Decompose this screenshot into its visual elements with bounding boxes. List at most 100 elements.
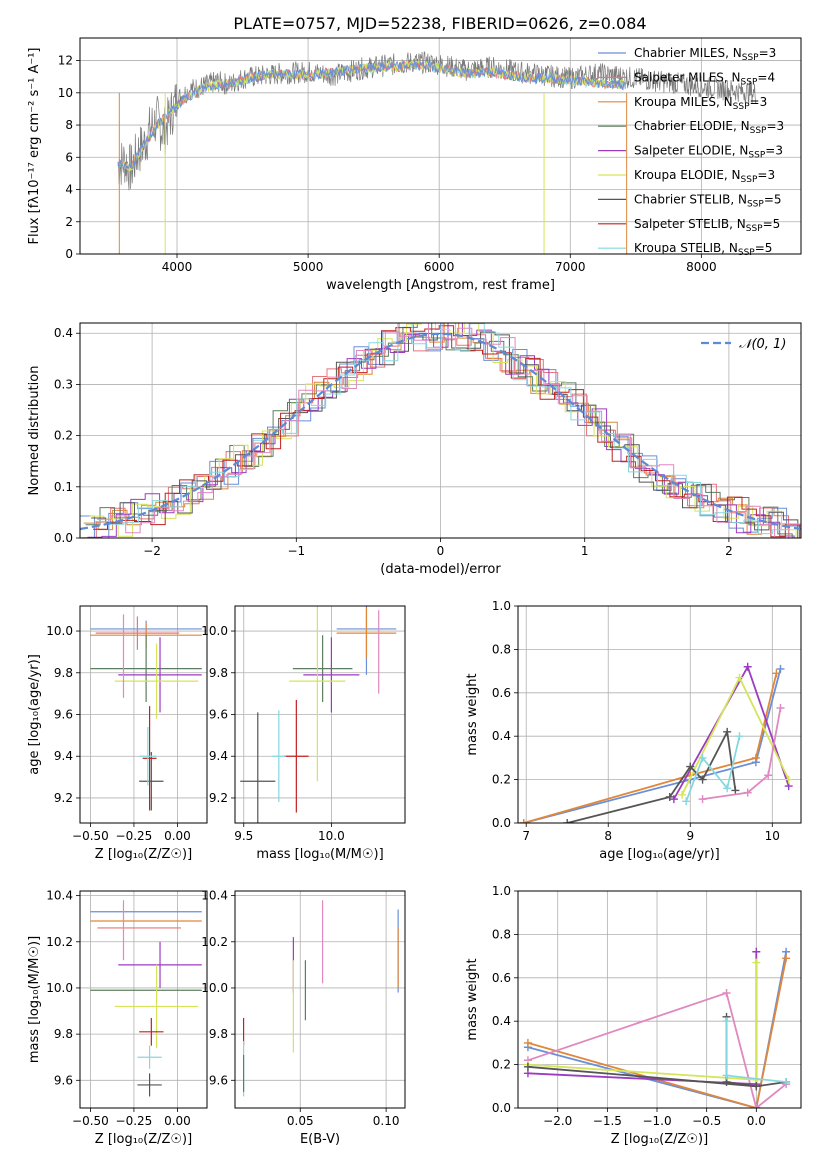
x-axis-label: E(B-V) <box>300 1132 340 1147</box>
axes-frame <box>517 890 802 1109</box>
y-tick-label: 9.4 <box>54 749 73 763</box>
data-point-marker <box>784 775 793 784</box>
data-point-marker <box>752 1082 761 1091</box>
y-tick-label: 2 <box>65 215 73 229</box>
legend-value: =3 <box>757 168 775 182</box>
data-point-marker <box>731 786 740 795</box>
data-point-marker <box>722 1017 731 1026</box>
x-tick-label: −0.50 <box>72 1114 109 1128</box>
y-tick-label: 0.1 <box>54 480 73 494</box>
x-tick-label: 0.00 <box>164 829 191 843</box>
y-tick-label: 9.2 <box>54 791 73 805</box>
y-tick-label: 10.2 <box>201 935 228 949</box>
legend-subscript: SSP <box>742 53 759 63</box>
legend-label: Chabrier STELIB, NSSP=5 <box>634 192 782 209</box>
y-tick-label: 9.2 <box>209 791 228 805</box>
legend-subscript: SSP <box>747 199 764 209</box>
x-tick-label: 5000 <box>293 260 324 274</box>
x-tick-label: 0.0 <box>747 1114 766 1128</box>
data-point-marker <box>563 819 572 823</box>
legend-subscript: SSP <box>733 102 750 112</box>
histogram-kroupa_stelib <box>95 323 801 535</box>
legend-label: Chabrier MILES, NSSP=3 <box>634 46 776 63</box>
y-tick-label: 9.6 <box>54 1073 73 1087</box>
plot-area <box>242 900 399 1097</box>
legend-subscript: SSP <box>738 248 755 258</box>
x-tick-label: −2 <box>143 544 161 558</box>
x-axis-label: age [log₁₀(age/yr)] <box>599 847 720 862</box>
legend-subscript: SSP <box>741 175 758 185</box>
data-point-marker <box>523 1062 532 1071</box>
x-axis-label: mass [log₁₀(M/M☉)] <box>256 847 383 862</box>
y-tick-label: 1.0 <box>492 599 511 613</box>
legend-label: Salpeter STELIB, NSSP=5 <box>634 217 780 234</box>
legend-subscript: SSP <box>748 151 765 161</box>
plot-area <box>80 323 801 538</box>
legend-subscript: SSP <box>741 77 758 87</box>
y-tick-label: 9.6 <box>209 708 228 722</box>
plot-area <box>240 606 397 823</box>
data-point-marker <box>782 954 791 963</box>
x-tick-label: −1.0 <box>642 1114 671 1128</box>
x-tick-label: 10.0 <box>318 829 345 843</box>
legend-value: =3 <box>765 144 783 158</box>
legend-label: Kroupa STELIB, NSSP=5 <box>634 241 772 258</box>
y-axis-label: Normed distribution <box>27 366 42 496</box>
data-point-marker <box>743 788 752 797</box>
data-point-marker <box>735 732 744 741</box>
y-tick-label: 9.4 <box>209 749 228 763</box>
legend-value: =4 <box>757 70 775 84</box>
y-axis-label: mass weight <box>465 958 480 1040</box>
y-tick-label: 9.8 <box>209 1027 228 1041</box>
y-tick-label: 10.0 <box>201 624 228 638</box>
y-tick-label: 0.3 <box>54 377 73 391</box>
histogram-kroupa_elodie <box>89 323 801 538</box>
x-tick-label: 2 <box>725 544 733 558</box>
x-tick-label: −0.25 <box>116 1114 153 1128</box>
data-point-marker <box>752 958 761 967</box>
x-tick-label: 0.00 <box>164 1114 191 1128</box>
y-tick-label: 0.0 <box>492 1101 511 1115</box>
legend-label: Kroupa MILES, NSSP=3 <box>634 95 767 112</box>
legend-subscript: SSP <box>746 224 763 234</box>
y-tick-label: 0.4 <box>54 326 73 340</box>
data-point-marker <box>723 727 732 736</box>
y-tick-label: 10.0 <box>46 981 73 995</box>
axes-frame <box>234 890 406 1109</box>
data-point-marker <box>722 1071 731 1080</box>
data-point-marker <box>678 790 687 799</box>
y-tick-label: 0.8 <box>492 927 511 941</box>
chart-title: PLATE=0757, MJD=52238, FIBERID=0626, z=0… <box>233 14 646 33</box>
x-tick-label: −0.5 <box>692 1114 721 1128</box>
axes-frame <box>79 37 802 255</box>
series-line <box>702 707 782 800</box>
x-axis-label: Z [log₁₀(Z/Z☉)] <box>611 1132 708 1147</box>
y-tick-label: 10.0 <box>201 981 228 995</box>
x-tick-label: 9.5 <box>234 829 253 843</box>
y-tick-label: 0.4 <box>492 1014 511 1028</box>
data-point-marker <box>776 703 785 712</box>
y-tick-label: 6 <box>65 150 73 164</box>
data-point-marker <box>722 988 731 997</box>
axes-frame <box>79 605 208 824</box>
y-tick-label: 0 <box>65 247 73 261</box>
y-tick-label: 9.6 <box>54 708 73 722</box>
panel-mass-weight-vs-Z: −2.0 −1.5 −1.0 −0.5 0.0 0.0 0.2 0.4 0.6 0.8 1.0 Z [… <box>465 884 802 1147</box>
y-tick-label: 0.6 <box>492 971 511 985</box>
data-point-marker <box>682 797 691 806</box>
panel-mass-vs-EBV: 0.05 0.10 9.6 9.8 10.0 10.2 10.4 E(B-V) <box>201 889 406 1147</box>
x-axis-label: Z [log₁₀(Z/Z☉)] <box>95 1132 192 1147</box>
y-tick-label: 12 <box>58 54 73 68</box>
y-tick-label: 9.8 <box>54 666 73 680</box>
y-tick-label: 0.8 <box>492 642 511 656</box>
x-tick-label: −2.0 <box>543 1114 572 1128</box>
data-point-marker <box>772 669 781 678</box>
y-tick-label: 9.8 <box>54 1027 73 1041</box>
data-point-marker <box>751 753 760 762</box>
y-tick-label: 1.0 <box>492 884 511 898</box>
axes-frame <box>517 605 802 824</box>
data-point-marker <box>698 795 707 804</box>
x-axis-label: wavelength [Angstrom, rest frame] <box>326 278 555 293</box>
y-tick-label: 0.0 <box>54 531 73 545</box>
x-tick-label: 7000 <box>555 260 586 274</box>
